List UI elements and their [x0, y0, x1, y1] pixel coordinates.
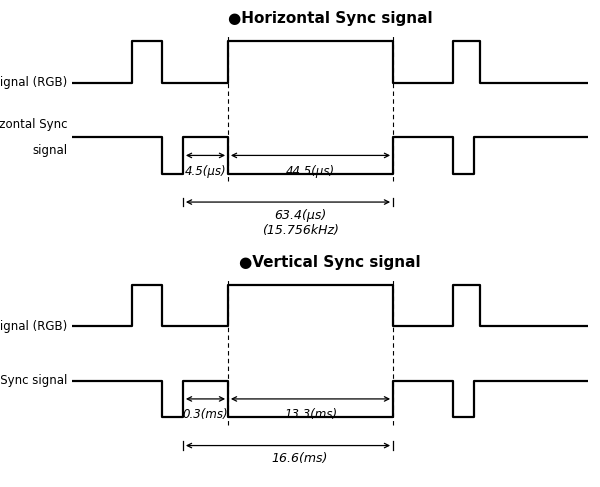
Text: 4.5(μs): 4.5(μs) — [185, 165, 226, 178]
Text: 16.6(ms): 16.6(ms) — [272, 452, 328, 465]
Text: Vertical Sync signal: Vertical Sync signal — [0, 375, 67, 387]
Text: ●Vertical Sync signal: ●Vertical Sync signal — [239, 255, 421, 270]
Text: Video signal (RGB): Video signal (RGB) — [0, 320, 67, 333]
Text: Horizontal Sync: Horizontal Sync — [0, 118, 67, 131]
Text: (15.756kHz): (15.756kHz) — [262, 224, 338, 237]
Text: signal: signal — [32, 144, 67, 156]
Text: 0.3(ms): 0.3(ms) — [182, 408, 229, 421]
Text: ●Horizontal Sync signal: ●Horizontal Sync signal — [227, 11, 433, 26]
Text: 44.5(μs): 44.5(μs) — [286, 165, 335, 178]
Text: Video signal (RGB): Video signal (RGB) — [0, 76, 67, 90]
Text: 63.4(μs): 63.4(μs) — [274, 209, 326, 222]
Text: 13.3(ms): 13.3(ms) — [284, 408, 337, 421]
